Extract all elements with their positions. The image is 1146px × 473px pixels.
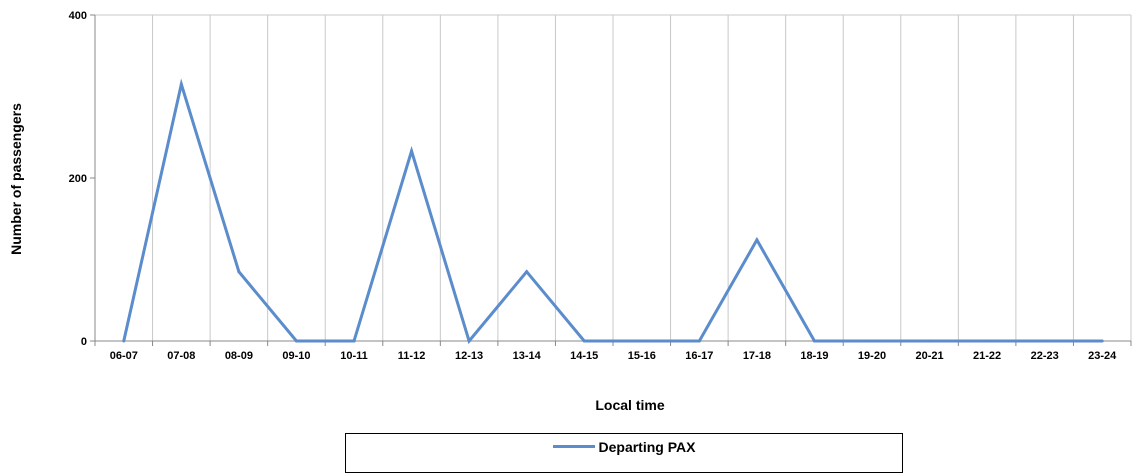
legend-swatch xyxy=(552,444,595,448)
data-point xyxy=(467,339,471,343)
x-tick-label: 20-21 xyxy=(915,350,943,362)
x-tick-label: 23-24 xyxy=(1088,350,1117,362)
data-point xyxy=(755,238,759,242)
data-point xyxy=(294,339,298,343)
x-tick-label: 14-15 xyxy=(570,350,598,362)
x-tick-label: 10-11 xyxy=(340,350,368,362)
data-point xyxy=(697,339,701,343)
y-tick-label: 200 xyxy=(69,173,87,185)
data-point xyxy=(352,339,356,343)
data-point xyxy=(1043,339,1047,343)
legend-label: Departing PAX xyxy=(598,439,696,455)
x-axis-title: Local time xyxy=(595,397,664,413)
legend: Departing PAX xyxy=(345,433,903,473)
data-point xyxy=(122,339,126,343)
grid-layer xyxy=(95,14,1132,341)
x-tick-label: 22-23 xyxy=(1031,350,1059,362)
x-tick-label: 13-14 xyxy=(513,350,542,362)
data-point xyxy=(410,149,414,153)
series-layer xyxy=(122,78,1104,345)
data-point xyxy=(179,82,183,86)
y-tick-label: 0 xyxy=(81,336,87,348)
data-point xyxy=(582,339,586,343)
line-chart: 0 200 400 06-07 07-08 08-09 09-10 10-11 11-12 12-… xyxy=(8,10,1132,413)
x-tick-label: 09-10 xyxy=(282,350,310,362)
x-tick-label: 15-16 xyxy=(628,350,656,362)
data-point xyxy=(1100,339,1104,343)
legend-item-departing-pax: Departing PAX xyxy=(346,439,902,455)
x-tick-label: 08-09 xyxy=(225,350,253,362)
x-tick-label: 07-08 xyxy=(167,350,195,362)
x-tick-label: 17-18 xyxy=(743,350,771,362)
data-point xyxy=(985,339,989,343)
x-tick-label: 06-07 xyxy=(110,350,138,362)
x-tick-label: 18-19 xyxy=(800,350,828,362)
data-point xyxy=(237,270,241,274)
x-tick-label: 11-12 xyxy=(398,350,426,362)
series-line-departing-pax xyxy=(122,78,1103,345)
x-tick-label: 16-17 xyxy=(685,350,713,362)
data-point xyxy=(928,339,932,343)
x-tick-label: 19-20 xyxy=(858,350,886,362)
data-point xyxy=(525,270,529,274)
data-point xyxy=(812,339,816,343)
x-tick-label: 12-13 xyxy=(455,350,483,362)
label-layer: 0 200 400 06-07 07-08 08-09 09-10 10-11 11-12 12-… xyxy=(69,10,1118,362)
axis-layer xyxy=(90,14,1132,346)
y-tick-label: 400 xyxy=(69,10,87,22)
data-point xyxy=(870,339,874,343)
y-axis-title: Number of passengers xyxy=(8,103,24,255)
x-tick-label: 21-22 xyxy=(973,350,1001,362)
data-point xyxy=(640,339,644,343)
